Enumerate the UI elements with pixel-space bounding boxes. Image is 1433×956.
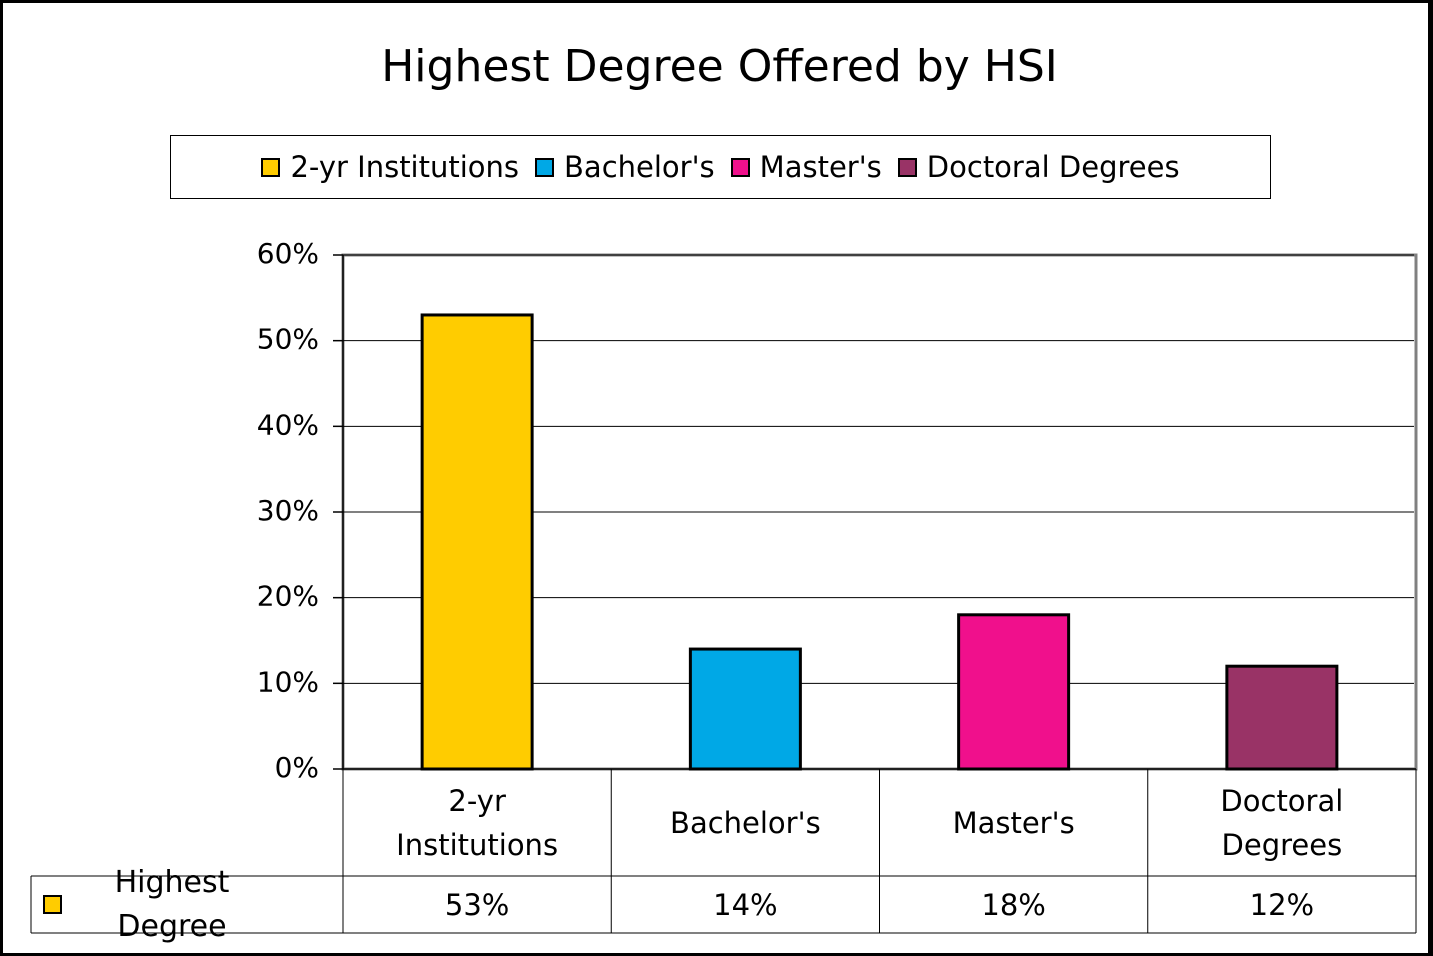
legend-item: Master's [730, 150, 882, 184]
y-tick-label: 20% [257, 580, 319, 613]
y-tick-label: 0% [275, 751, 319, 784]
data-label: 14% [713, 887, 778, 922]
y-tick-label: 10% [257, 665, 319, 698]
series-name: Highest Degree [114, 864, 230, 944]
x-tick-label: Bachelor's [670, 805, 821, 840]
bar [688, 647, 802, 771]
x-tick-cell: Bachelor's [611, 769, 879, 876]
legend-label: Doctoral Degrees [926, 150, 1180, 184]
legend-swatch [43, 895, 62, 914]
table-row-header: Highest Degree [31, 865, 343, 944]
legend-item: 2-yr Institutions [261, 150, 519, 184]
x-tick-label: 2-yr Institutions [396, 783, 559, 862]
legend-swatch [730, 157, 750, 177]
legend-item: Bachelor's [535, 150, 715, 184]
legend-item: Doctoral Degrees [897, 150, 1180, 184]
y-tick-label: 30% [257, 494, 319, 527]
x-tick-label: Doctoral Degrees [1220, 783, 1344, 862]
legend-swatch [897, 157, 917, 177]
chart-canvas: 0% 10% 20% 30% 40% 50% 60% [30, 237, 1418, 934]
data-label: 12% [1249, 887, 1315, 922]
bar [420, 313, 534, 771]
legend-swatch [261, 157, 281, 177]
data-label: 53% [444, 887, 510, 922]
y-tick-label: 40% [257, 408, 319, 441]
chart-title: Highest Degree Offered by HSI [381, 41, 1058, 92]
x-tick-cell: Doctoral Degrees [1148, 769, 1416, 876]
data-label: 18% [981, 887, 1046, 922]
x-tick-cell: 2-yr Institutions [343, 769, 611, 876]
legend-label: 2-yr Institutions [290, 150, 520, 184]
bar [957, 613, 1071, 771]
x-tick-cell: Master's [880, 769, 1148, 876]
y-tick-label: 60% [257, 237, 319, 270]
legend-label: Bachelor's [564, 150, 715, 184]
x-tick-label: Master's [952, 805, 1075, 840]
legend: 2-yr Institutions Bachelor's Master's Docto… [170, 135, 1271, 199]
bar [1225, 664, 1339, 771]
legend-swatch [535, 157, 555, 177]
y-tick-label: 50% [257, 323, 319, 356]
legend-label: Master's [759, 150, 882, 184]
